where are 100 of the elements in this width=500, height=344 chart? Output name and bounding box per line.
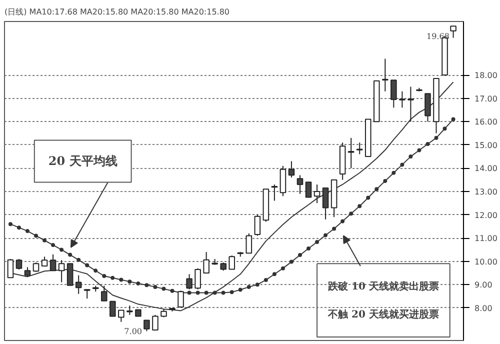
candlestick xyxy=(399,90,406,108)
point xyxy=(212,290,217,295)
candlestick xyxy=(254,214,261,236)
point xyxy=(110,276,115,280)
point xyxy=(153,284,158,289)
point xyxy=(280,266,285,270)
candlestick xyxy=(246,232,252,254)
candlestick xyxy=(24,266,31,277)
point xyxy=(246,284,251,289)
point xyxy=(400,162,404,167)
y-tick-label: 16.00 xyxy=(474,118,498,127)
point xyxy=(128,280,132,284)
point xyxy=(358,204,362,208)
candlestick xyxy=(32,262,40,272)
point xyxy=(298,253,302,258)
point xyxy=(221,290,226,295)
point xyxy=(408,154,413,159)
annotation: 7.00 xyxy=(124,327,142,336)
point xyxy=(264,278,268,282)
candlestick xyxy=(84,288,90,300)
point xyxy=(315,240,320,244)
point xyxy=(324,233,328,238)
point xyxy=(434,136,438,140)
candlestick xyxy=(66,263,74,286)
candlestick xyxy=(126,305,133,316)
point xyxy=(204,290,208,295)
candlestick xyxy=(186,274,192,290)
candlestick xyxy=(280,165,286,197)
point xyxy=(289,260,294,264)
point xyxy=(68,252,72,257)
annotation: 19.68 xyxy=(426,32,450,41)
candlestick xyxy=(152,314,158,331)
point xyxy=(417,148,422,152)
candlestick xyxy=(305,182,312,198)
candlestick xyxy=(100,285,108,302)
candlestick xyxy=(16,258,22,270)
point xyxy=(34,234,38,238)
point xyxy=(94,268,98,273)
y-tick-label: 8.00 xyxy=(474,304,492,313)
candlestick xyxy=(118,310,124,322)
point xyxy=(8,222,12,226)
candlestick xyxy=(50,254,56,272)
candlestick xyxy=(408,86,414,122)
candlestick xyxy=(390,80,397,108)
point xyxy=(42,238,47,242)
point xyxy=(366,196,370,200)
y-tick-label: 10.00 xyxy=(474,257,498,266)
point xyxy=(102,274,106,278)
chart-title: (日线) MA10:17.68 MA20:15.80 MA20:15.80 MA20:15.80 xyxy=(4,8,230,16)
point xyxy=(60,248,64,252)
point xyxy=(255,282,260,287)
point xyxy=(119,278,124,282)
point xyxy=(51,243,56,248)
point xyxy=(349,212,354,216)
candlestick xyxy=(194,268,201,290)
candlestick xyxy=(314,184,320,204)
candlestick xyxy=(271,184,278,202)
candlestick xyxy=(75,274,82,294)
point xyxy=(136,281,140,286)
y-tick-label: 14.00 xyxy=(474,164,498,174)
point xyxy=(25,229,30,234)
point xyxy=(442,126,447,131)
point xyxy=(170,288,174,293)
point xyxy=(238,288,242,292)
candlestick xyxy=(144,320,150,332)
point xyxy=(272,272,276,276)
candlestick xyxy=(322,187,329,220)
candlestick xyxy=(7,258,14,278)
annotation: 20 天平均线 xyxy=(48,154,118,168)
candlestick xyxy=(450,26,456,38)
candlestick xyxy=(296,174,304,194)
candlestick xyxy=(41,256,48,266)
point xyxy=(340,219,345,224)
y-tick-label: 18.00 xyxy=(474,71,498,80)
y-tick-label: 15.00 xyxy=(474,140,498,150)
candlestick xyxy=(110,300,116,317)
point xyxy=(426,142,430,146)
point xyxy=(16,226,21,230)
candlestick xyxy=(228,255,236,270)
point xyxy=(230,290,234,294)
annotation: 不触 20 天线就买进股票 xyxy=(327,308,439,320)
candlestick xyxy=(348,137,354,169)
point xyxy=(383,179,388,183)
y-tick-label: 13.00 xyxy=(474,187,498,196)
point xyxy=(76,258,81,262)
candlestick xyxy=(203,252,210,274)
candlestick xyxy=(288,160,295,178)
y-tick-label: 17.00 xyxy=(474,94,498,104)
annotation: 跌破 10 天线就卖出股票 xyxy=(327,280,439,292)
candlestick xyxy=(58,260,65,283)
candlestick xyxy=(356,142,363,155)
y-tick-label: 11.00 xyxy=(474,234,498,244)
point xyxy=(451,117,456,122)
candlestick xyxy=(424,93,431,122)
point xyxy=(187,290,192,295)
point xyxy=(196,290,200,295)
point xyxy=(85,263,90,268)
point xyxy=(392,170,396,175)
point xyxy=(332,226,336,231)
point xyxy=(162,286,166,291)
